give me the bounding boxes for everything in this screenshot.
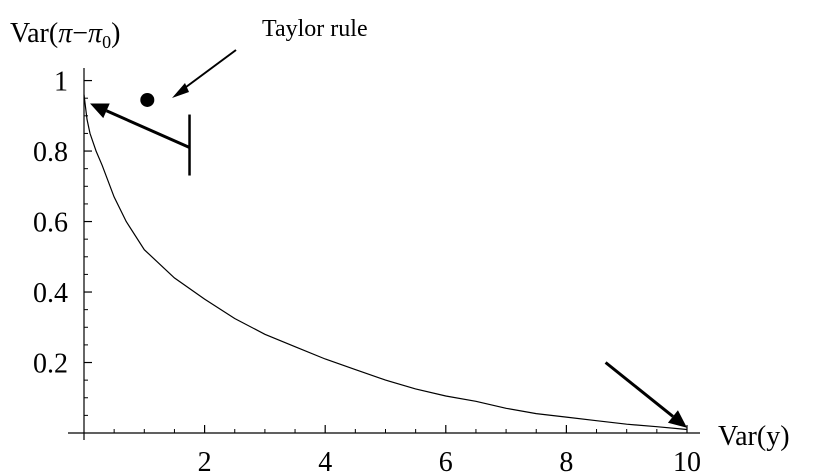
y-axis-title: Var(π−π0) — [10, 18, 120, 52]
y-tick-label: 1 — [54, 67, 68, 98]
x-minor-ticks — [113, 429, 658, 433]
x-tick-label: 10 — [673, 447, 701, 476]
annotation-arrow-2 — [604, 361, 674, 418]
x-tick-label: 4 — [318, 447, 332, 476]
y-axis-title-pi0: π — [88, 18, 103, 49]
y-axis-title-subscript: 0 — [102, 32, 111, 52]
x-tick-label: 6 — [439, 447, 453, 476]
x-tick-label: 8 — [559, 447, 573, 476]
y-ticks: 0.2 0.4 0.6 0.8 1 — [33, 67, 92, 380]
x-axis-title: Var(y) — [718, 421, 790, 452]
taylor-rule-pointer-arrow — [181, 49, 237, 91]
y-axis-title-suffix: ) — [111, 18, 120, 49]
taylor-rule-pointer-arrowhead — [172, 83, 189, 98]
annotation-arrowhead-2 — [667, 410, 687, 428]
x-tick-label: 2 — [198, 447, 212, 476]
taylor-rule-point — [140, 92, 155, 107]
y-tick-label: 0.2 — [33, 349, 68, 380]
x-ticks: 2 4 6 8 10 — [198, 425, 701, 476]
annotation-arrowhead-1 — [90, 103, 110, 119]
y-tick-label: 0.4 — [33, 278, 68, 309]
y-axis-title-prefix: Var( — [10, 18, 58, 49]
axes: 2 4 6 8 10 0.2 0.4 0.6 0.8 1 — [33, 67, 701, 476]
y-tick-label: 0.6 — [33, 208, 68, 239]
y-axis-title-pi: π — [58, 18, 73, 49]
arrows — [90, 103, 687, 428]
y-axis-title-minus: − — [72, 18, 88, 49]
annotation-arrow-1 — [105, 109, 191, 149]
series-line — [83, 94, 688, 431]
y-tick-label: 0.8 — [33, 137, 68, 168]
taylor-rule-label: Taylor rule — [262, 16, 368, 42]
